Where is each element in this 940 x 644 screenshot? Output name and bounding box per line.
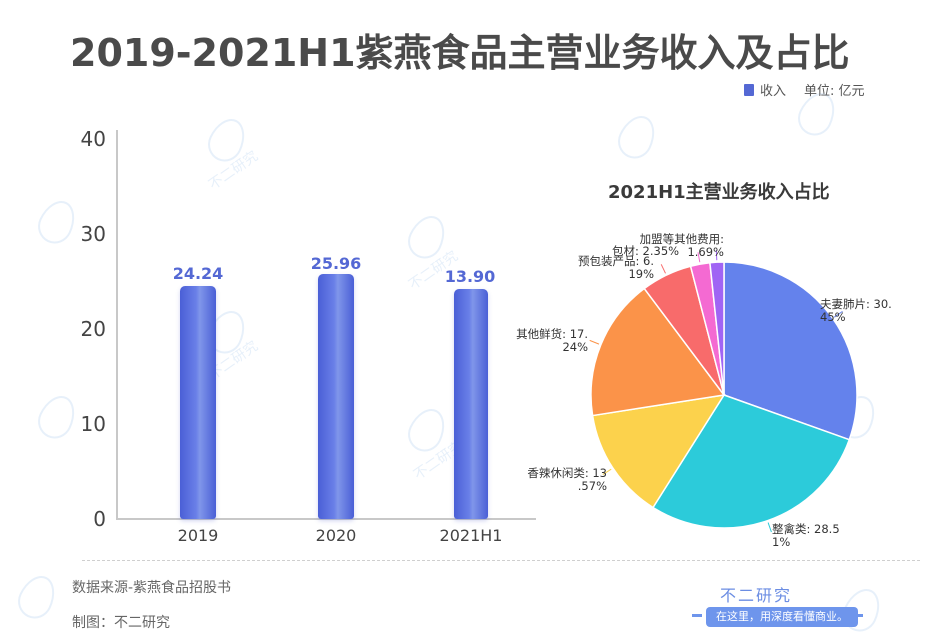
pie-leader-line	[589, 339, 600, 345]
pie-leader-line	[834, 310, 843, 318]
pie-label-jiameng: 加盟等其他费用: 1.69%	[639, 232, 724, 259]
tagline-dash-right	[853, 614, 863, 617]
bar-value-label: 24.24	[172, 264, 224, 283]
bar-value-label: 13.90	[444, 267, 496, 286]
pie-leader-line	[767, 522, 772, 533]
data-source: 数据来源-紫燕食品招股书	[72, 580, 232, 596]
y-tick: 40	[80, 127, 106, 151]
pie-slice-xiangla	[591, 394, 726, 509]
pie-slice-qita-xianhuo	[590, 287, 726, 417]
pie-leader-line	[715, 250, 718, 261]
pie-leader-line	[602, 468, 612, 476]
bar-2020	[318, 274, 354, 519]
pie-label-zhengqin: 整禽类: 28.5 1%	[772, 522, 840, 549]
brand-tagline: 在这里，用深度看懂商业。	[706, 607, 858, 627]
pie-leader-line	[660, 264, 666, 274]
x-tick: 2019	[177, 526, 219, 545]
footer-divider	[82, 560, 920, 561]
pie-label-yubaozhuang: 预包装产品: 6. 19%	[577, 254, 654, 281]
pie-slice-fuqi-feipian	[723, 261, 858, 441]
x-tick: 2020	[315, 526, 357, 545]
pie-label-xiangla: 香辣休闲类: 13 .57%	[527, 466, 607, 493]
brand-logo: 不二研究	[720, 586, 793, 605]
pie-chart-title: 2021H1主营业务收入占比	[608, 182, 830, 203]
pie-leader-line	[697, 252, 701, 263]
pie-slice-zhengqin	[651, 394, 851, 529]
page-title: 2019-2021H1紫燕食品主营业务收入及占比	[70, 31, 850, 75]
bar-2019	[180, 286, 216, 519]
y-tick: 10	[80, 412, 106, 436]
pie-label-baocai: 包材: 2.35%	[612, 244, 680, 258]
y-tick: 30	[80, 222, 106, 246]
unit-label: 单位: 亿元	[804, 84, 865, 99]
y-axis	[116, 130, 118, 520]
legend-label: 收入	[760, 84, 787, 99]
chart-legend: 收入 单位: 亿元	[744, 80, 865, 99]
pie-label-qita-xianhuo: 其他鲜货: 17. 24%	[516, 327, 588, 354]
x-tick: 2021H1	[439, 526, 503, 545]
legend-swatch-icon	[744, 83, 754, 96]
bar-value-label: 25.96	[310, 254, 362, 273]
pie-label-fuqi-feipian: 夫妻肺片: 30. 45%	[820, 297, 892, 324]
x-axis	[116, 518, 536, 520]
y-tick: 0	[93, 507, 106, 531]
pie-slice-jiameng	[709, 261, 725, 396]
bar-2021h1	[454, 289, 488, 519]
chart-maker: 制图：不二研究	[72, 615, 170, 631]
y-tick: 20	[80, 317, 106, 341]
tagline-dash-left	[692, 614, 702, 617]
